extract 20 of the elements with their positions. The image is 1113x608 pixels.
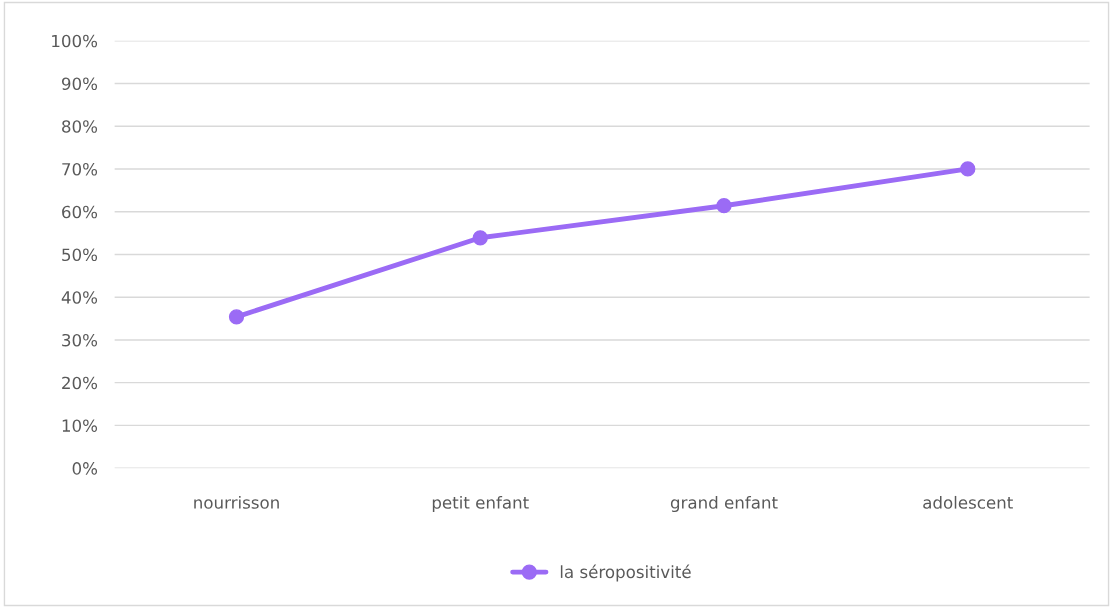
x-tick-label: adolescent [923, 495, 1013, 509]
y-tick-label: 80% [62, 120, 98, 133]
x-tick-label: grand enfant [670, 495, 778, 513]
point [228, 309, 245, 325]
y-tick-label: 90% [61, 77, 98, 91]
x-tick-label: petit enfant [432, 495, 529, 513]
point [472, 230, 488, 246]
y-tick-label: 0% [72, 462, 98, 475]
point [960, 161, 976, 177]
y-tick-label: 30% [62, 333, 98, 347]
y-tick-label: 20% [62, 376, 98, 390]
y-tick-label: 50% [62, 248, 98, 262]
point [716, 198, 732, 214]
y-tick-label: 60% [62, 205, 98, 219]
legend-label: la séropositivité [560, 564, 691, 582]
x-tick-label: nourrisson [194, 495, 279, 509]
y-tick-label: 70% [62, 162, 98, 176]
y-tick-label: 100% [52, 34, 98, 48]
y-tick-label: 10% [62, 419, 98, 432]
y-tick-label: 40% [61, 291, 98, 304]
